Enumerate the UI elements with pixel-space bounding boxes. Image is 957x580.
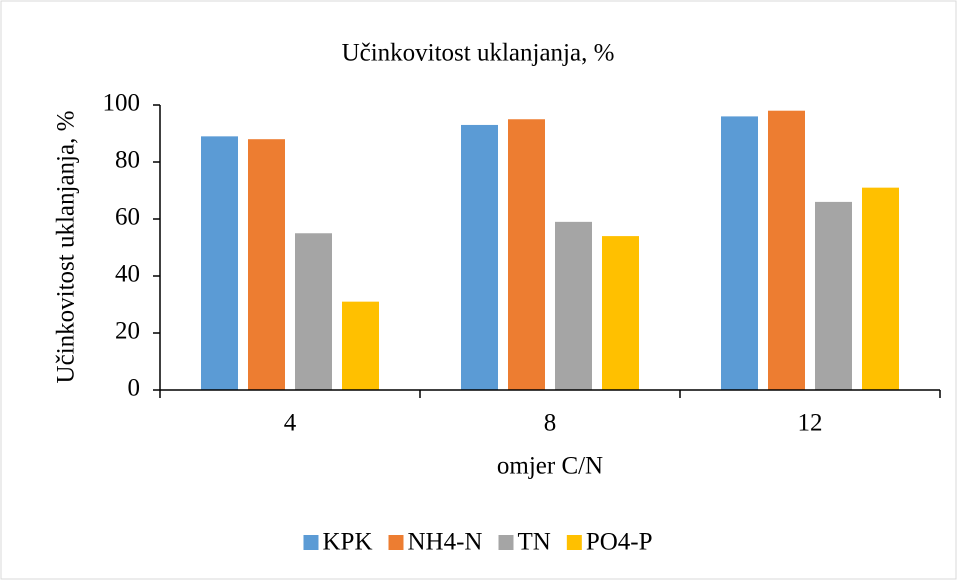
legend-label: NH4-N: [408, 529, 483, 556]
bar: [295, 233, 332, 390]
bar: [201, 136, 238, 390]
bar: [815, 201, 852, 390]
bar: [248, 139, 285, 390]
bar: [555, 221, 592, 390]
y-tick-label: 40: [115, 261, 140, 288]
legend-swatch: [303, 535, 319, 550]
bar: [602, 236, 639, 390]
x-tick-label: 4: [284, 410, 297, 437]
y-tick-label: 0: [128, 375, 141, 402]
legend-swatch: [388, 535, 404, 550]
bar: [862, 187, 899, 390]
y-tick-label: 20: [115, 318, 140, 345]
legend-label: KPK: [322, 529, 372, 556]
x-axis-label: omjer C/N: [497, 453, 603, 480]
legend-swatch: [566, 535, 582, 550]
y-tick-label: 80: [115, 147, 140, 174]
bar: [461, 124, 498, 390]
bar: [342, 301, 379, 390]
bar: [721, 116, 758, 391]
x-tick-label: 12: [798, 410, 823, 437]
legend-label: TN: [518, 529, 551, 556]
x-tick-label: 8: [544, 410, 557, 437]
legend-label: PO4-P: [586, 529, 653, 556]
y-axis-label: Učinkovitost uklanjanja, %: [53, 111, 80, 384]
chart-title: Učinkovitost uklanjanja, %: [342, 40, 615, 67]
y-tick-label: 60: [115, 204, 140, 231]
legend-swatch: [498, 535, 514, 550]
bar: [768, 110, 805, 390]
legend: KPK NH4-N TN PO4-P: [303, 529, 653, 556]
y-tick-label: 100: [103, 90, 141, 117]
bar: [508, 119, 545, 390]
